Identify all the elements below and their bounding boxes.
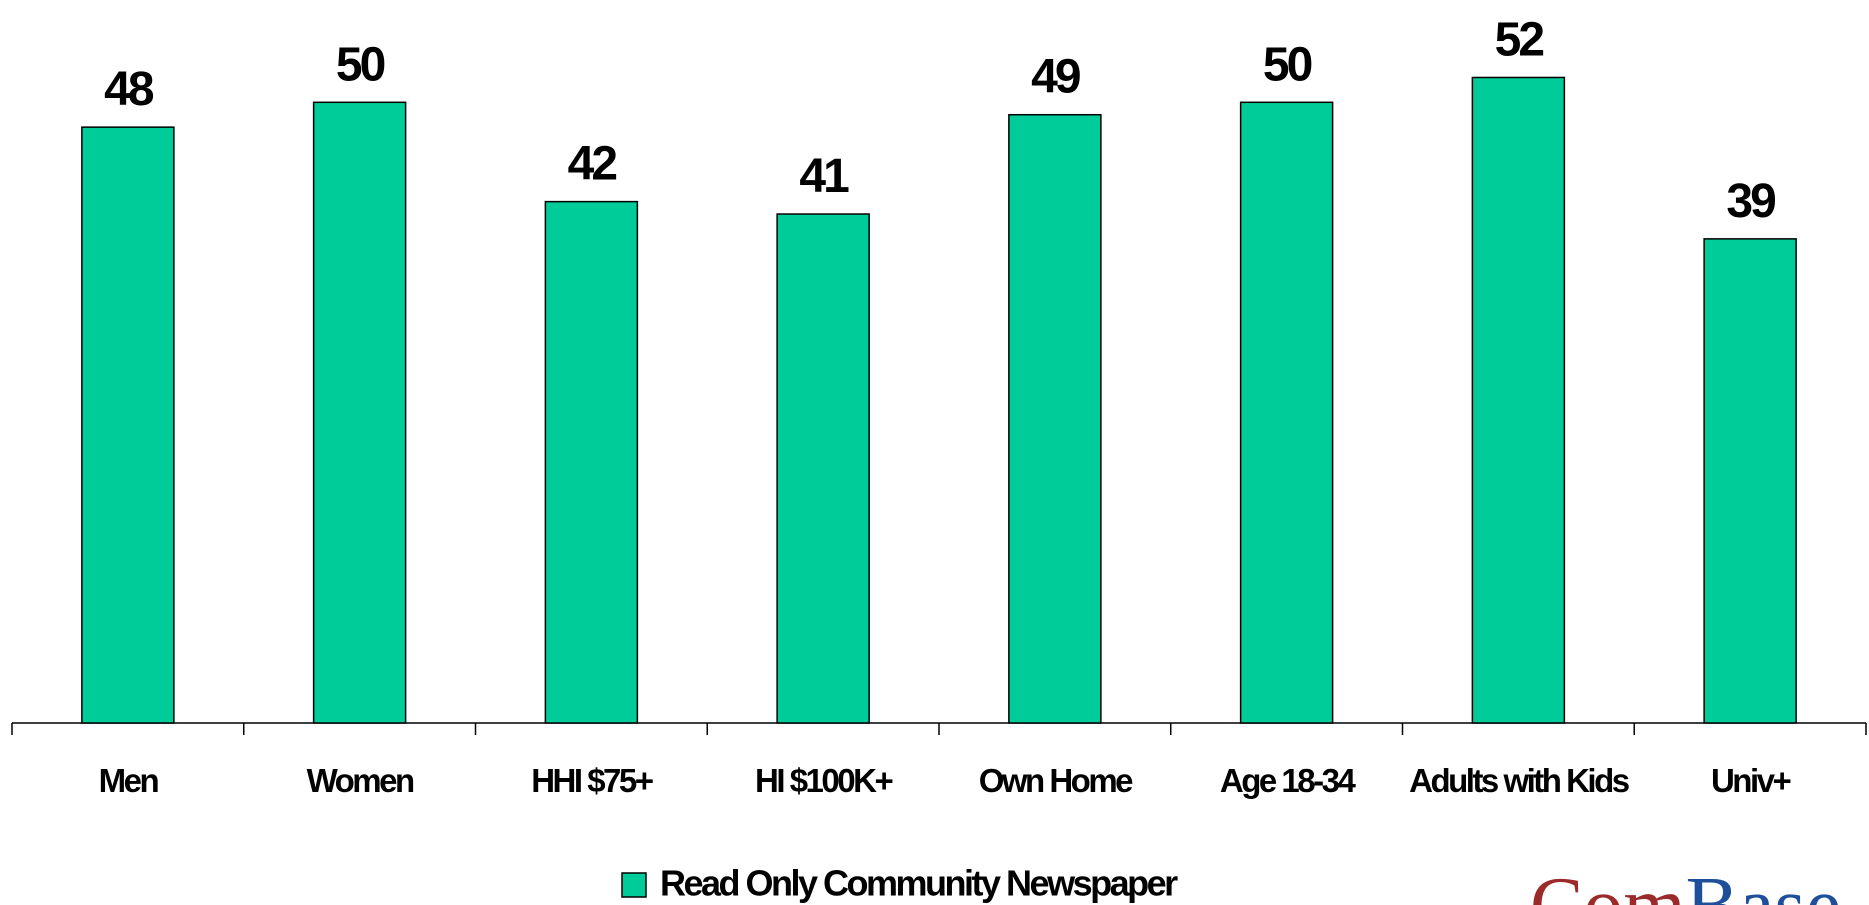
logo: ComBase	[1530, 862, 1841, 905]
data-label: 41	[799, 150, 849, 203]
legend-label: Read Only Community Newspaper	[660, 863, 1178, 904]
data-label: 39	[1726, 175, 1775, 228]
data-label: 52	[1495, 13, 1544, 66]
data-label: 48	[104, 63, 154, 116]
bar	[1471, 76, 1566, 724]
x-tick-label: HI $100K+	[755, 762, 894, 799]
data-label: 49	[1031, 51, 1080, 104]
data-label: 50	[336, 38, 385, 91]
logo-part: Com	[1530, 862, 1686, 905]
x-tick-label: HHI $75+	[531, 762, 654, 799]
legend-swatch	[621, 872, 647, 898]
x-tick-label: Men	[98, 762, 160, 799]
x-tick-label: Women	[306, 762, 416, 799]
logo-part: Base	[1686, 862, 1842, 905]
bar	[776, 213, 870, 724]
data-label: 50	[1263, 38, 1312, 91]
bar	[1008, 113, 1102, 724]
x-tick-label: Univ+	[1710, 762, 1792, 799]
bar	[544, 200, 639, 724]
bar	[81, 126, 175, 724]
x-tick-label: Own Home	[978, 762, 1134, 799]
x-tick-label: Adults with Kids	[1409, 762, 1630, 799]
bar	[312, 101, 407, 724]
bar	[1703, 238, 1797, 724]
data-label: 42	[568, 138, 617, 191]
x-tick-label: Age 18-34	[1219, 762, 1356, 799]
bar	[1239, 101, 1334, 724]
